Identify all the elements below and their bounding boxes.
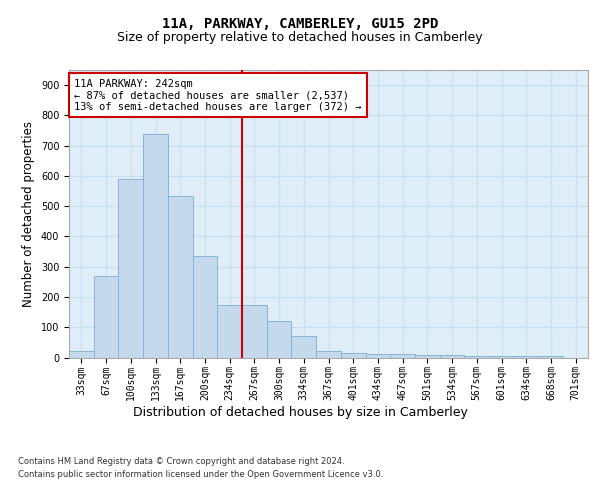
Bar: [168, 196, 193, 358]
Bar: [489, 356, 514, 358]
Text: Contains public sector information licensed under the Open Government Licence v3: Contains public sector information licen…: [18, 470, 383, 479]
Bar: [217, 304, 242, 358]
Bar: [143, 134, 168, 358]
Bar: [193, 256, 217, 358]
Text: Size of property relative to detached houses in Camberley: Size of property relative to detached ho…: [117, 31, 483, 44]
Bar: [292, 336, 316, 357]
Bar: [94, 276, 118, 357]
Bar: [390, 354, 415, 358]
Text: Distribution of detached houses by size in Camberley: Distribution of detached houses by size …: [133, 406, 467, 419]
Text: Contains HM Land Registry data © Crown copyright and database right 2024.: Contains HM Land Registry data © Crown c…: [18, 458, 344, 466]
Text: 11A PARKWAY: 242sqm
← 87% of detached houses are smaller (2,537)
13% of semi-det: 11A PARKWAY: 242sqm ← 87% of detached ho…: [74, 78, 362, 112]
Bar: [514, 356, 539, 358]
Bar: [69, 352, 94, 358]
Bar: [316, 351, 341, 358]
Bar: [539, 356, 563, 358]
Y-axis label: Number of detached properties: Number of detached properties: [22, 120, 35, 306]
Bar: [267, 321, 292, 358]
Bar: [440, 356, 464, 358]
Bar: [365, 354, 390, 358]
Bar: [464, 356, 489, 358]
Bar: [242, 304, 267, 358]
Text: 11A, PARKWAY, CAMBERLEY, GU15 2PD: 11A, PARKWAY, CAMBERLEY, GU15 2PD: [162, 18, 438, 32]
Bar: [118, 179, 143, 358]
Bar: [415, 356, 440, 358]
Bar: [341, 353, 365, 358]
